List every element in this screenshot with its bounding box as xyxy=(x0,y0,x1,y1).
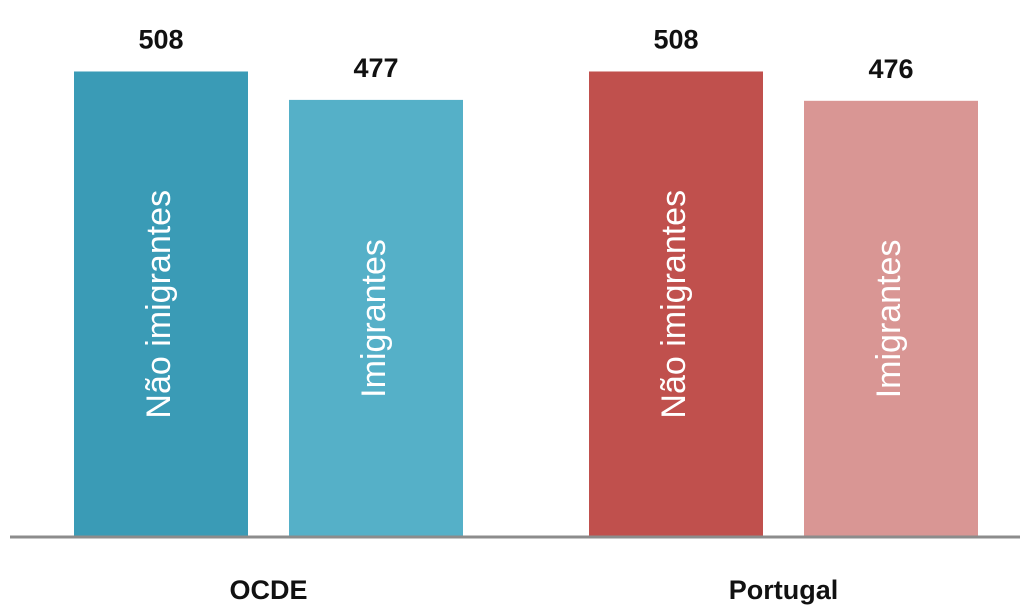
value-label: 508 xyxy=(138,25,183,55)
bar xyxy=(804,100,978,537)
series-label: Imigrantes xyxy=(355,239,393,398)
bar xyxy=(74,71,248,537)
category-label: OCDE xyxy=(229,575,307,605)
category-label: Portugal xyxy=(729,575,839,605)
series-label: Não imigrantes xyxy=(655,190,693,419)
series-label: Imigrantes xyxy=(870,240,908,399)
value-label: 476 xyxy=(868,54,913,84)
value-label: 477 xyxy=(353,53,398,83)
bar xyxy=(589,71,763,537)
bar xyxy=(289,99,463,538)
value-label: 508 xyxy=(653,25,698,55)
series-label: Não imigrantes xyxy=(140,190,178,419)
